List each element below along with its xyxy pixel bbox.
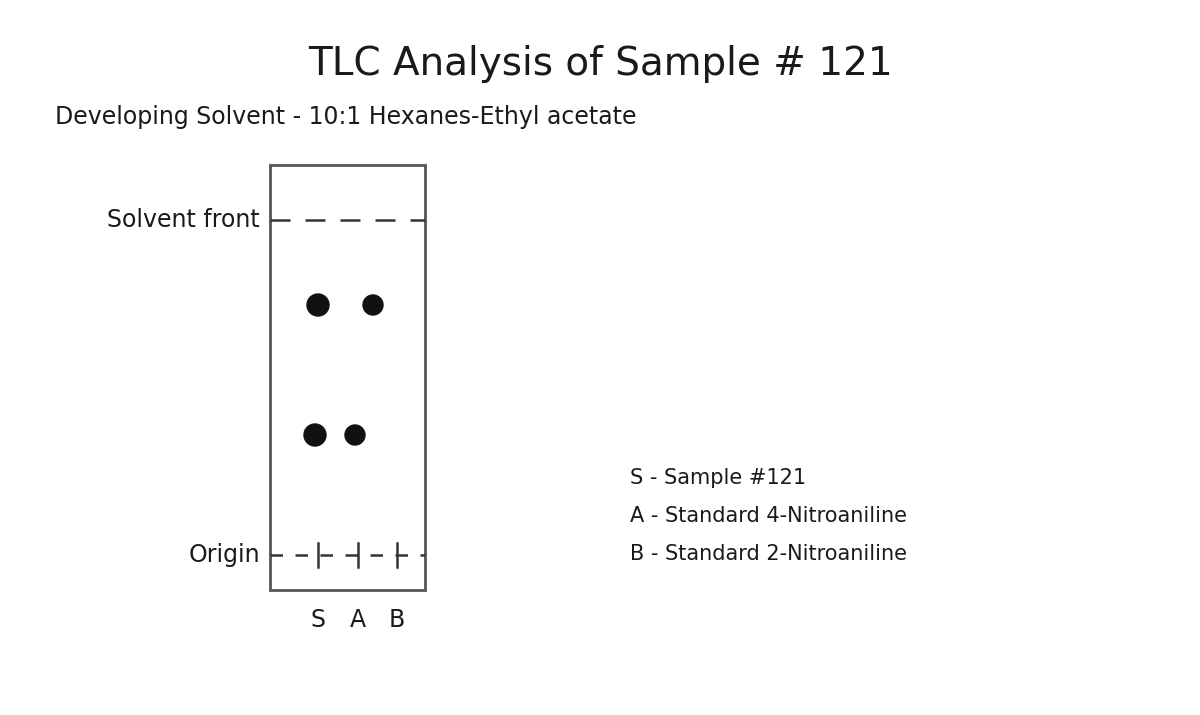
Circle shape — [307, 294, 329, 316]
Text: A - Standard 4-Nitroaniline: A - Standard 4-Nitroaniline — [630, 506, 907, 526]
Circle shape — [346, 425, 365, 445]
Text: TLC Analysis of Sample # 121: TLC Analysis of Sample # 121 — [307, 45, 893, 83]
Text: Developing Solvent - 10:1 Hexanes-Ethyl acetate: Developing Solvent - 10:1 Hexanes-Ethyl … — [55, 105, 636, 129]
Text: B: B — [389, 608, 406, 632]
Text: S: S — [311, 608, 325, 632]
Circle shape — [304, 424, 326, 446]
Circle shape — [364, 295, 383, 315]
Text: Origin: Origin — [188, 543, 260, 567]
Text: S - Sample #121: S - Sample #121 — [630, 468, 806, 488]
Bar — [270, 165, 425, 590]
Text: A: A — [350, 608, 366, 632]
Text: B - Standard 2-Nitroaniline: B - Standard 2-Nitroaniline — [630, 544, 907, 564]
Text: Solvent front: Solvent front — [107, 208, 260, 232]
